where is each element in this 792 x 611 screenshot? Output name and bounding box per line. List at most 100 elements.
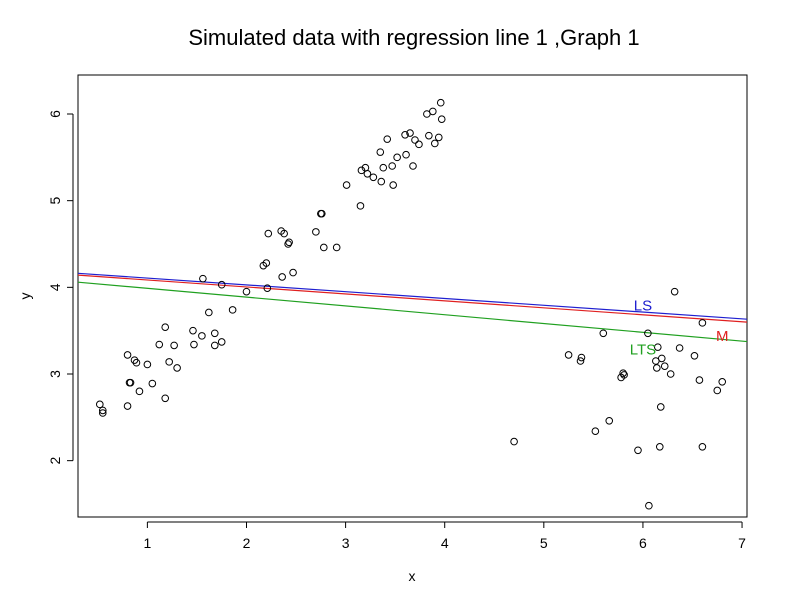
data-point [670,287,679,296]
x-tick-label: 4 [441,535,449,551]
data-point [356,202,365,210]
y-axis-label: y [17,293,33,300]
data-point [165,358,173,366]
data-point [666,370,675,378]
line-label-lts: LTS [630,342,656,359]
y-tick-label: 6 [47,110,63,118]
data-point [377,177,386,186]
data-point [675,344,684,352]
data-point [379,163,388,172]
data-point [415,140,423,149]
data-point [190,340,198,349]
data-point [263,284,272,293]
data-point [363,170,372,178]
data-point [148,379,157,388]
data-point [217,280,226,289]
regression-line-lts [77,281,748,343]
data-point [189,326,197,335]
data-point [98,409,107,417]
data-point [605,417,614,425]
data-point [429,107,437,116]
data-point [698,443,707,451]
regression-lines [77,272,748,343]
y-tick-label: 4 [47,283,63,291]
data-point [645,501,653,510]
x-tick-label: 5 [540,535,548,551]
data-point [161,394,170,403]
data-point [655,443,664,451]
data-point [653,364,661,372]
data-point [205,308,213,317]
data-point [718,378,727,386]
x-tick-label: 3 [342,535,350,551]
y-axis: 2 3 4 5 6 [47,110,74,465]
data-point [376,148,385,156]
chart-title: Simulated data with regression line 1 ,G… [188,25,639,50]
data-point [210,341,219,350]
data-point [436,98,445,107]
data-point [437,115,446,123]
data-point [406,129,414,137]
x-tick-label: 1 [143,535,151,551]
x-tick-label: 2 [243,535,251,551]
data-point [280,229,288,238]
data-point [695,376,704,384]
data-point [285,238,293,247]
x-axis: 1 2 3 4 5 6 7 [143,521,746,551]
x-axis-label: x [409,568,416,584]
data-point [278,273,286,281]
data-point [217,338,226,346]
data-point [262,259,271,267]
data-point [402,150,410,159]
data-point [401,131,409,139]
data-point [577,353,586,362]
data-point [126,378,135,387]
data-point [264,229,273,238]
data-point [389,181,397,189]
data-point [173,364,181,372]
data-point [199,274,207,283]
data-point [228,306,237,314]
data-point [123,402,132,410]
data-point [155,340,164,349]
data-point [342,181,351,189]
y-tick-label: 5 [47,197,63,205]
data-point [143,360,152,369]
data-point [198,332,206,340]
data-point [170,341,178,350]
regression-line-m [77,274,748,323]
data-point [411,136,419,144]
data-point [242,287,251,296]
data-point [644,329,652,338]
y-tick-label: 2 [47,457,63,465]
data-point [319,243,328,252]
data-point [660,362,669,371]
data-point [161,323,170,332]
plot-frame [77,74,748,518]
data-point [369,173,378,182]
data-point [332,243,341,252]
data-point [312,228,320,236]
data-point [576,357,585,365]
data-point [713,386,722,395]
data-point [383,135,392,143]
line-label-ls: LS [634,298,652,315]
data-point [425,131,433,140]
data-point [135,387,144,396]
data-point [510,437,518,446]
data-point [123,351,132,359]
data-point [96,400,104,409]
data-point [690,352,699,360]
data-point [619,369,627,377]
data-point [210,329,219,338]
y-tick-label: 3 [47,370,63,378]
data-point [393,153,401,162]
data-point [431,139,439,148]
data-point [434,133,443,142]
line-label-m: M [716,328,729,345]
regression-line-ls [77,272,748,320]
data-point [599,329,608,338]
regression-line-labels: LS M LTS [630,298,729,359]
data-point [98,406,107,415]
